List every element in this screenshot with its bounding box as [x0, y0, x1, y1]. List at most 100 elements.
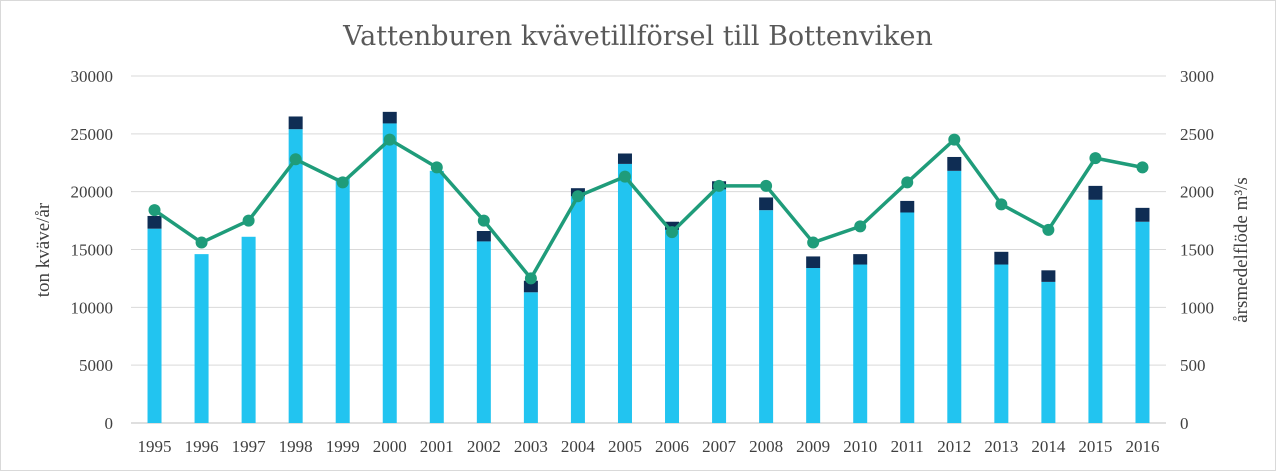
bar-segment: [947, 170, 962, 423]
x-tick-label: 2009: [796, 437, 830, 456]
bar-segment: [853, 254, 868, 265]
y-tick-label: 20000: [71, 183, 114, 202]
x-tick-label: 2001: [420, 437, 454, 456]
gridlines: [131, 75, 1166, 424]
bar-segment: [994, 264, 1009, 423]
bar-segment: [617, 163, 632, 423]
y2-axis-label: årsmedelflöde m³/s: [1231, 177, 1252, 323]
x-tick-label: 2007: [702, 437, 737, 456]
line-point: [383, 133, 396, 146]
left-axis-ticks: 0 5000 10000 15000 20000 25000 30000: [71, 67, 114, 433]
y-tick-label: 30000: [71, 67, 114, 86]
x-tick-label: 2013: [984, 437, 1018, 456]
bar-segment: [665, 221, 680, 230]
line-point: [242, 214, 255, 227]
line-point: [807, 236, 820, 249]
bar-segment: [1135, 207, 1150, 222]
bar-segment: [665, 229, 680, 423]
bar-segment: [1088, 185, 1103, 200]
line-point: [854, 220, 867, 233]
line-point: [336, 176, 349, 189]
line-point: [1042, 223, 1055, 236]
bar-segment: [194, 254, 209, 423]
bar-segment: [570, 196, 585, 423]
bar-segment: [853, 264, 868, 423]
bar-series: [147, 111, 1150, 423]
x-tick-label: 2016: [1125, 437, 1159, 456]
x-tick-label: 2004: [561, 437, 596, 456]
y2-tick-label: 500: [1180, 356, 1206, 375]
bar-segment: [900, 212, 915, 423]
bar-segment: [617, 153, 632, 164]
x-tick-label: 1998: [279, 437, 313, 456]
bar-segment: [382, 111, 397, 124]
line-point: [148, 204, 161, 217]
bar-segment: [994, 251, 1009, 265]
chart-title: Vattenburen kvävetillförsel till Bottenv…: [342, 21, 933, 52]
bar-segment: [523, 292, 538, 423]
line-point: [618, 170, 631, 183]
y2-tick-label: 2500: [1180, 125, 1214, 144]
x-tick-label: 1996: [185, 437, 219, 456]
y-tick-label: 0: [105, 414, 114, 433]
x-tick-label: 2008: [749, 437, 783, 456]
bar-segment: [335, 177, 350, 423]
x-tick-label: 2002: [467, 437, 501, 456]
bar-segment: [1041, 281, 1056, 423]
x-tick-label: 2010: [843, 437, 877, 456]
bar-segment: [1088, 199, 1103, 423]
x-tick-label: 2006: [655, 437, 689, 456]
bar-segment: [759, 210, 774, 423]
y-axis-label: ton kväve/år: [33, 202, 54, 297]
line-point: [948, 133, 961, 146]
y2-tick-label: 0: [1180, 414, 1189, 433]
bar-segment: [382, 123, 397, 423]
line-point: [666, 226, 679, 239]
line-point: [1136, 161, 1149, 174]
bar-segment: [523, 280, 538, 293]
x-tick-label: 2003: [514, 437, 548, 456]
series-line: [153, 137, 1143, 281]
x-tick-label: 2005: [608, 437, 642, 456]
right-axis-ticks: 0 500 1000 1500 2000 2500 3000: [1180, 67, 1214, 433]
bar-segment: [806, 256, 821, 269]
bar-segment: [288, 129, 303, 423]
y-tick-label: 10000: [71, 298, 114, 317]
bar-segment: [900, 200, 915, 213]
line-point: [524, 272, 537, 285]
x-tick-label: 2000: [373, 437, 407, 456]
bar-segment: [947, 156, 962, 171]
y-tick-label: 25000: [71, 125, 114, 144]
line-point: [995, 198, 1008, 211]
y2-tick-label: 3000: [1180, 67, 1214, 86]
line-point: [289, 153, 302, 166]
bar-segment: [759, 197, 774, 211]
y2-tick-label: 1500: [1180, 241, 1214, 260]
bar-segment: [1135, 221, 1150, 423]
y2-tick-label: 1000: [1180, 298, 1214, 317]
x-tick-label: 2014: [1031, 437, 1066, 456]
line-series: [148, 133, 1149, 285]
y-tick-label: 15000: [71, 241, 114, 260]
line-point: [571, 190, 584, 203]
line-point: [195, 236, 208, 249]
y2-tick-label: 2000: [1180, 183, 1214, 202]
bar-segment: [288, 116, 303, 130]
bar-segment: [1041, 270, 1056, 282]
x-tick-label: 1997: [232, 437, 267, 456]
bar-segment: [429, 170, 444, 423]
x-tick-label: 1995: [138, 437, 172, 456]
bar-segment: [712, 189, 727, 423]
x-tick-label: 1999: [326, 437, 360, 456]
line-point: [901, 176, 914, 189]
y-tick-label: 5000: [79, 356, 113, 375]
x-axis-ticks: 1995 1996 1997 1998 1999 2000 2001 2002 2003 2004…: [138, 437, 1160, 456]
line-point: [430, 161, 443, 174]
bar-segment: [241, 236, 256, 423]
bar-segment: [147, 215, 162, 229]
x-tick-label: 2015: [1078, 437, 1112, 456]
line-point: [760, 179, 773, 192]
line-point: [713, 179, 726, 192]
